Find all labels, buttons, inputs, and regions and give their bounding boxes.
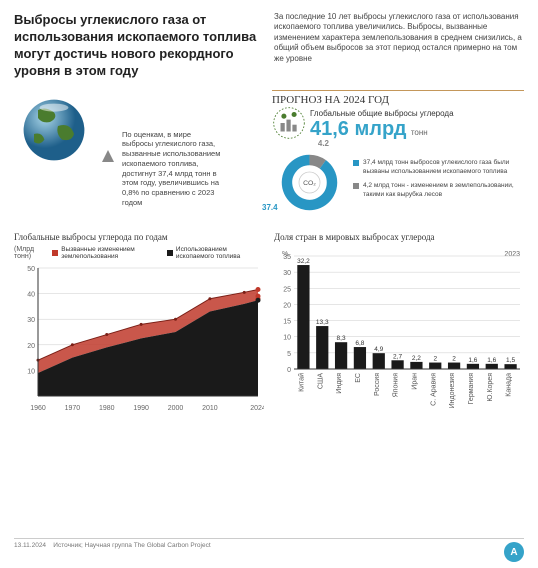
svg-text:1990: 1990 bbox=[133, 405, 149, 412]
total-emissions-label: Глобальные общие выбросы углерода bbox=[310, 109, 454, 118]
svg-text:Германия: Германия bbox=[468, 372, 475, 404]
area-chart: Глобальные выбросы углерода по годам (Мл… bbox=[14, 232, 264, 419]
svg-text:32,2: 32,2 bbox=[297, 258, 310, 265]
svg-text:10: 10 bbox=[283, 334, 291, 341]
arrow-up-icon bbox=[102, 150, 114, 162]
svg-text:8,3: 8,3 bbox=[337, 335, 346, 342]
svg-text:Индонезия: Индонезия bbox=[449, 372, 456, 408]
headline: Выбросы углекислого газа от использовани… bbox=[14, 12, 264, 80]
svg-text:2010: 2010 bbox=[202, 405, 218, 412]
svg-text:2: 2 bbox=[433, 355, 437, 362]
svg-text:6,8: 6,8 bbox=[355, 340, 364, 347]
donut-legend: 37,4 млрд тонн выбросов углекислого газа… bbox=[353, 159, 524, 205]
eco-icon bbox=[272, 106, 306, 140]
footer-date: 13.11.2024 bbox=[14, 542, 46, 549]
svg-text:Россия: Россия bbox=[374, 372, 381, 395]
svg-text:50: 50 bbox=[27, 266, 35, 273]
svg-text:1970: 1970 bbox=[65, 405, 81, 412]
svg-text:США: США bbox=[317, 372, 324, 388]
donut-fossil-label: 37.4 bbox=[262, 203, 278, 212]
svg-text:ЕС: ЕС bbox=[355, 373, 362, 383]
svg-text:2024: 2024 bbox=[250, 405, 264, 412]
bar-chart-title: Доля стран в мировых выбросах углерода bbox=[274, 232, 524, 242]
area-chart-title: Глобальные выбросы углерода по годам bbox=[14, 232, 264, 242]
footer-source: Научная группа The Global Carbon Project bbox=[85, 542, 211, 549]
area-legend-item: Использованием ископаемого топлива bbox=[167, 246, 264, 260]
svg-text:1,5: 1,5 bbox=[506, 357, 515, 364]
forecast-title: ПРОГНОЗ НА 2024 ГОД bbox=[272, 90, 524, 106]
svg-text:0: 0 bbox=[287, 367, 291, 374]
svg-text:40: 40 bbox=[27, 291, 35, 298]
aa-logo-icon: A bbox=[504, 542, 524, 562]
bar-chart: Доля стран в мировых выбросах углерода %… bbox=[274, 232, 524, 419]
svg-text:2000: 2000 bbox=[168, 405, 184, 412]
svg-text:30: 30 bbox=[27, 317, 35, 324]
svg-text:13,3: 13,3 bbox=[316, 319, 329, 326]
total-emissions-value: 41,6 млрд bbox=[310, 118, 406, 140]
globe-caption: По оценкам, в мире выбросы углекислого г… bbox=[122, 130, 222, 208]
svg-text:35: 35 bbox=[283, 254, 291, 261]
area-legend-item: Вызванные изменением землепользования bbox=[52, 246, 161, 260]
svg-text:4,9: 4,9 bbox=[374, 346, 383, 353]
svg-text:1960: 1960 bbox=[30, 405, 46, 412]
footer-source-label: Источник; bbox=[53, 542, 83, 549]
svg-text:2023: 2023 bbox=[504, 251, 520, 258]
total-emissions-unit: тонн bbox=[411, 128, 428, 137]
donut-legend-item: 4,2 млрд тонн - изменением в землепользо… bbox=[353, 182, 524, 199]
svg-text:2,2: 2,2 bbox=[412, 354, 421, 361]
area-chart-ylabel: (Млрд тонн) bbox=[14, 246, 44, 260]
svg-text:1,6: 1,6 bbox=[487, 356, 496, 363]
svg-text:1,6: 1,6 bbox=[468, 356, 477, 363]
svg-text:2: 2 bbox=[452, 355, 456, 362]
globe-icon bbox=[14, 90, 94, 170]
donut-chart: CO₂ 37.4 4.2 bbox=[272, 145, 347, 220]
svg-text:25: 25 bbox=[283, 286, 291, 293]
svg-text:Канада: Канада bbox=[506, 372, 513, 396]
svg-text:С. Аравия: С. Аравия bbox=[430, 372, 437, 405]
intro-text: За последние 10 лет выбросы углекислого … bbox=[274, 12, 524, 80]
area-chart-svg: 10 20 30 40 50 1960 1970 1980 1990 2000 2010 2024 bbox=[14, 264, 264, 414]
svg-text:2,7: 2,7 bbox=[393, 353, 402, 360]
donut-land-label: 4.2 bbox=[318, 139, 329, 148]
forecast-section: ПРОГНОЗ НА 2024 ГОД Глобальные общие выб… bbox=[272, 90, 524, 220]
svg-text:20: 20 bbox=[27, 342, 35, 349]
svg-text:5: 5 bbox=[287, 350, 291, 357]
svg-text:30: 30 bbox=[283, 270, 291, 277]
svg-text:1980: 1980 bbox=[99, 405, 115, 412]
bar-chart-svg: %20230510152025303532,2Китай13,3США8,3Ин… bbox=[274, 246, 524, 411]
footer: 13.11.2024 Источник; Научная группа The … bbox=[14, 538, 524, 562]
svg-text:10: 10 bbox=[27, 368, 35, 375]
globe-section: По оценкам, в мире выбросы углекислого г… bbox=[14, 90, 264, 220]
svg-text:Япония: Япония bbox=[393, 372, 400, 397]
svg-text:Индия: Индия bbox=[336, 372, 343, 393]
svg-text:Ю.Корея: Ю.Корея bbox=[487, 372, 494, 401]
svg-text:20: 20 bbox=[283, 302, 291, 309]
svg-text:CO₂: CO₂ bbox=[303, 179, 316, 186]
svg-text:Иран: Иран bbox=[411, 372, 418, 389]
donut-legend-item: 37,4 млрд тонн выбросов углекислого газа… bbox=[353, 159, 524, 176]
svg-text:Китай: Китай bbox=[297, 372, 305, 391]
svg-text:15: 15 bbox=[283, 318, 291, 325]
